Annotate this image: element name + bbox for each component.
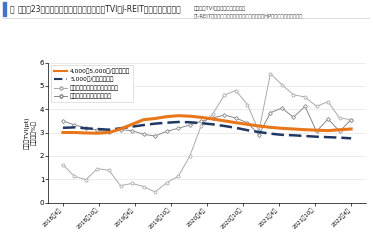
Y-axis label: 空室率TVI(pt)
空室率（%）: 空室率TVI(pt) 空室率（%） — [24, 116, 37, 149]
Text: 東京23区ハイクラス賃貸住宅の空室率TVI（J-REITの空室率の比較）: 東京23区ハイクラス賃貸住宅の空室率TVI（J-REITの空室率の比較） — [18, 5, 182, 14]
Legend: 4,000～5,000円/㎡月クラス, 5,000円/㎡月超クラス, アドバンスレジデンス投資法人, 大和証券リビング投資法人: 4,000～5,000円/㎡月クラス, 5,000円/㎡月超クラス, アドバンス… — [51, 66, 133, 102]
Text: 【J-REIT空室率】作成：株式会社タス（各社のHPより公開データより）: 【J-REIT空室率】作成：株式会社タス（各社のHPより公開データより） — [194, 14, 303, 19]
Text: 図: 図 — [9, 5, 14, 14]
Text: 【空室率TVI】分析：株式会社タス: 【空室率TVI】分析：株式会社タス — [194, 6, 246, 11]
